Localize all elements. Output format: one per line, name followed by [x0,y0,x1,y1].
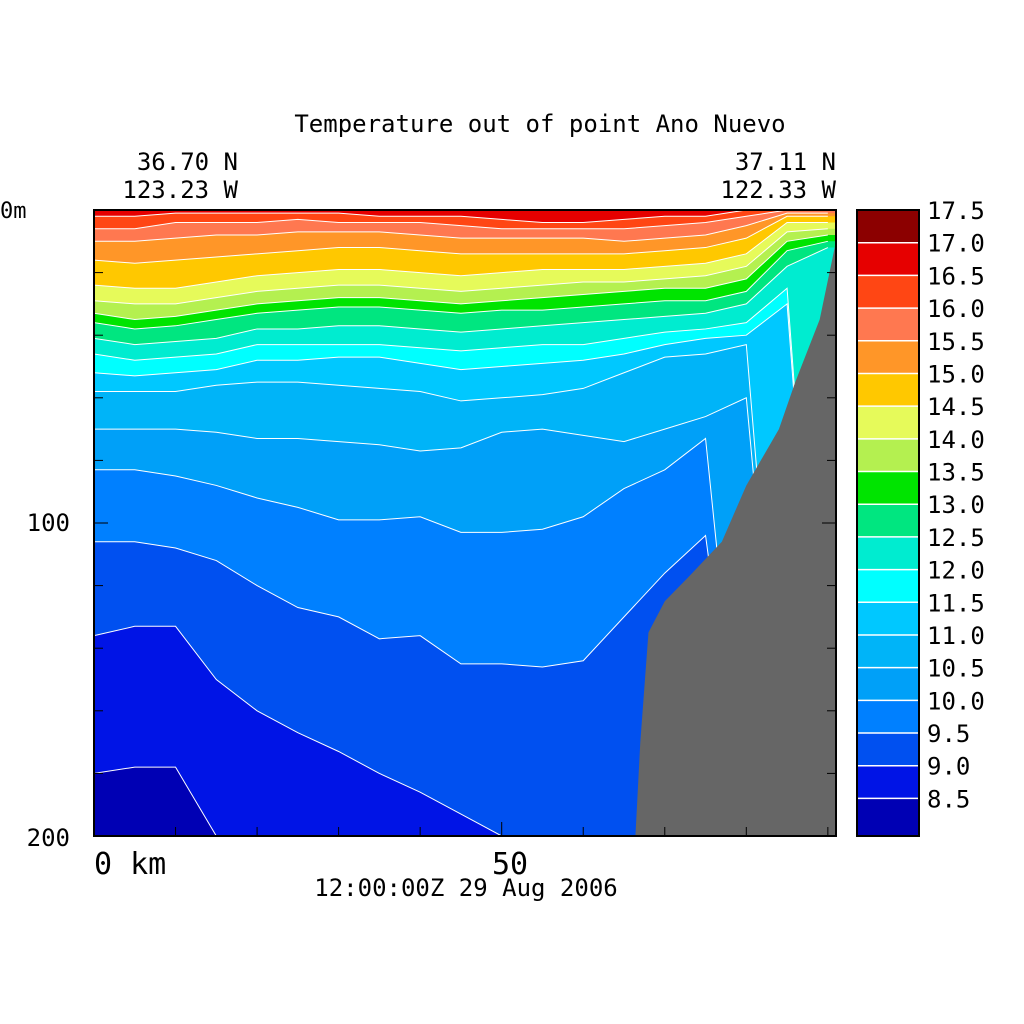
colorbar-swatch-13 [857,373,919,407]
colorbar-label-16.0: 16.0 [927,295,985,323]
colorbar-label-17.5: 17.5 [927,197,985,225]
isotherm-line-14.0 [94,228,828,305]
colorbar-label-10.0: 10.0 [927,687,985,715]
chart-title: Temperature out of point Ano Nuevo [294,110,785,138]
colorbar-swatch-3 [857,700,919,734]
colorbar-label-14.5: 14.5 [927,393,985,421]
isotherm-line-16.5 [94,210,828,224]
isotherm-line-10.0 [94,437,828,836]
colorbar-label-9.5: 9.5 [927,720,970,748]
colorbar-swatch-1 [857,765,919,799]
colorbar-label-11.0: 11.0 [927,622,985,650]
colorbar-swatch-15 [857,308,919,341]
colorbar-frame [856,209,920,837]
contour-plot-area [94,210,836,836]
colorbar-label-11.5: 11.5 [927,589,985,617]
colorbar-swatch-10 [857,471,919,505]
colorbar-swatch-18 [857,210,919,243]
colorbar-swatch-2 [857,733,919,766]
isotherm-line-14.5 [94,222,828,289]
colorbar-swatch-0 [857,798,919,836]
colorbar-swatch-12 [857,406,919,439]
colorbar-label-13.5: 13.5 [927,459,985,487]
left-end-latitude: 36.70 N [137,148,238,176]
isotherm-line-15.5 [94,212,828,242]
colorbar-label-8.5: 8.5 [927,785,970,813]
x-tick-label-50: 50 [492,847,528,882]
colorbar-swatch-9 [857,504,919,537]
left-end-longitude: 123.23 W [122,176,238,204]
isotherm-line-9.5 [94,534,828,836]
seafloor-bathymetry [635,210,836,836]
contour-bands [94,210,836,836]
isotherm-line-13.5 [94,234,828,321]
right-end-latitude: 37.11 N [735,148,836,176]
chart-labels: Temperature out of point Ano Nuevo 36.70… [0,110,837,902]
isotherm-line-12.5 [94,247,829,346]
colorbar-swatch-14 [857,340,919,374]
isotherm-line-9.0 [94,625,828,836]
colorbar-label-10.5: 10.5 [927,655,985,683]
right-end-longitude: 122.33 W [720,176,836,204]
isotherm-line-13.0 [94,240,828,330]
isotherm-line-11.5 [94,302,829,836]
colorbar-label-14.0: 14.0 [927,426,985,454]
x-tick-label-0-km: 0 km [94,847,166,882]
colorbar: 8.5 9.0 9.5 10.0 10.5 11.0 11.5 12.0 12.5 13.0 13.… [856,197,985,837]
chart-axes [93,209,837,837]
colorbar-swatch-11 [857,438,919,472]
colorbar-swatch-8 [857,536,919,570]
colorbar-label-9.0: 9.0 [927,753,970,781]
isotherm-line-12.0 [94,287,829,836]
y-tick-label-100: 100 [27,509,70,537]
colorbar-label-12.5: 12.5 [927,524,985,552]
colorbar-label-15.0: 15.0 [927,360,985,388]
timestamp: 12:00:00Z 29 Aug 2006 [314,874,617,902]
colorbar-label-15.5: 15.5 [927,328,985,356]
colorbar-swatch-17 [857,242,919,276]
colorbar-label-13.0: 13.0 [927,491,985,519]
colorbar-swatch-5 [857,634,919,668]
colorbar-swatch-7 [857,569,919,603]
colorbar-swatch-16 [857,275,919,309]
y-tick-label-200: 200 [27,824,70,852]
isotherm-line-16.0 [94,210,828,230]
colorbar-label-16.5: 16.5 [927,262,985,290]
y-tick-label-0m: 0m [0,199,27,224]
isotherm-line-15.0 [94,215,828,264]
isotherm-line-11.0 [94,343,828,836]
isotherm-line-10.5 [94,397,828,836]
colorbar-swatch-6 [857,602,919,635]
temperature-band-above-11.0 [94,210,836,836]
colorbar-swatch-4 [857,667,919,701]
colorbar-label-12.0: 12.0 [927,557,985,585]
colorbar-label-17.0: 17.0 [927,230,985,258]
